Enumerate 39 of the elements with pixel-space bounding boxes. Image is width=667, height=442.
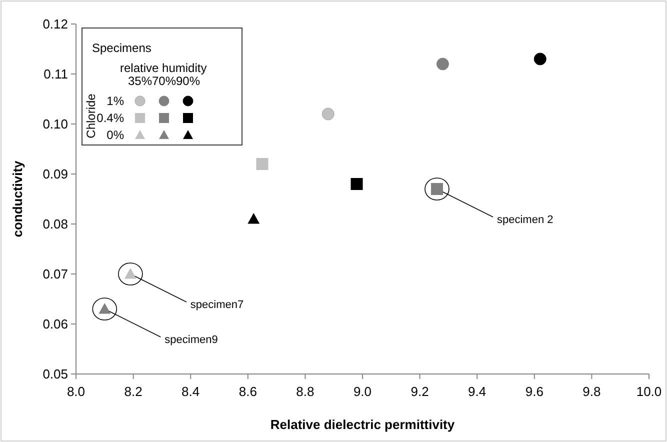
- x-tick-label: 8.8: [296, 384, 314, 399]
- annotation: 1%: [106, 94, 124, 108]
- x-tick-label: 9.8: [582, 384, 601, 399]
- y-tick-label: 0.11: [44, 66, 68, 82]
- annotation: 70%: [152, 74, 176, 88]
- point: [248, 213, 260, 224]
- annotation: 0.4%: [96, 111, 124, 126]
- annotation: Chloride: [84, 93, 98, 138]
- y-tick-label: 0.05: [42, 366, 68, 382]
- y-tick-label: 0.07: [42, 266, 68, 282]
- annotation: specimen9: [164, 334, 218, 346]
- point: [256, 158, 268, 170]
- x-tick-label: 8.2: [124, 384, 142, 399]
- x-tick-label: 8.4: [182, 384, 200, 399]
- y-tick-label: 0.10: [42, 116, 68, 132]
- x-axis-title: Relative dielectric permittivity: [270, 417, 456, 432]
- annotation: 90%: [176, 74, 200, 88]
- x-tick-label: 9.4: [468, 384, 486, 399]
- y-tick-label: 0.08: [42, 216, 68, 232]
- point: [350, 178, 363, 190]
- y-tick-label: 0.09: [42, 166, 68, 182]
- y-axis-title: conductivity: [10, 160, 25, 238]
- annotation: specimen7: [190, 299, 244, 311]
- point: [322, 108, 334, 120]
- y-tick-label: 0.12: [42, 16, 68, 32]
- x-tick-label: 9.0: [353, 384, 372, 399]
- point: [436, 58, 449, 70]
- x-tick-label: 8.0: [66, 384, 86, 399]
- annotation: specimen 2: [496, 214, 554, 226]
- point: [534, 52, 546, 66]
- x-tick-label: 8.6: [238, 384, 257, 399]
- y-tick-label: 0.06: [42, 316, 68, 332]
- x-tick-label: 10.0: [636, 384, 662, 399]
- annotation: 0%: [106, 128, 124, 142]
- legend-title: Specimens: [92, 41, 152, 55]
- x-tick-label: 9.6: [525, 384, 544, 399]
- x-tick-label: 9.2: [410, 384, 429, 399]
- annotation: 35%: [128, 74, 152, 88]
- annotation: relative humidity: [120, 61, 207, 75]
